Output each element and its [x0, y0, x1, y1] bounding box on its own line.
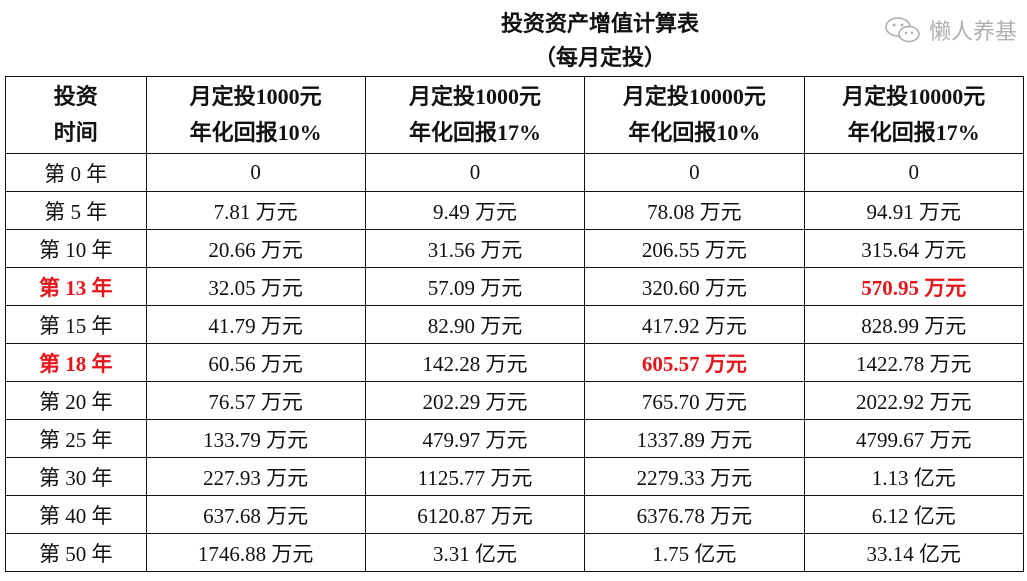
value-cell: 1337.89 万元 [584, 419, 805, 458]
header-col: 月定投1000元 年化回报17% [364, 76, 586, 154]
table-row: 第 30 年 227.93 万元 1125.77 万元 2279.33 万元 1.13 … [5, 457, 1025, 496]
table-row: 第 18 年 60.56 万元 142.28 万元 605.57 万元 1422.78 … [5, 343, 1025, 382]
header-line: 月定投1000元 [189, 84, 322, 109]
value-cell: 6120.87 万元 [364, 495, 586, 534]
table-row: 第 50 年 1746.88 万元 3.31 亿元 1.75 亿元 33.14 亿元 [5, 533, 1025, 572]
year-cell: 第 40 年 [5, 495, 147, 534]
value-cell: 570.95 万元 [803, 267, 1025, 306]
year-cell: 第 20 年 [5, 381, 147, 420]
value-cell: 227.93 万元 [145, 457, 366, 496]
value-cell: 20.66 万元 [145, 229, 366, 268]
year-cell: 第 0 年 [5, 153, 147, 192]
value-cell: 1746.88 万元 [145, 533, 366, 572]
value-cell: 94.91 万元 [803, 191, 1025, 230]
value-cell: 142.28 万元 [364, 343, 586, 382]
value-cell: 2279.33 万元 [584, 457, 805, 496]
header-time: 投资 时间 [5, 76, 147, 154]
year-cell: 第 10 年 [5, 229, 147, 268]
value-cell: 31.56 万元 [364, 229, 586, 268]
watermark-text: 懒人养基 [928, 20, 1017, 45]
value-cell: 828.99 万元 [803, 305, 1025, 344]
value-cell: 417.92 万元 [584, 305, 805, 344]
value-cell: 9.49 万元 [364, 191, 586, 230]
table-row: 第 5 年 7.81 万元 9.49 万元 78.08 万元 94.91 万元 [5, 191, 1025, 230]
value-cell: 32.05 万元 [145, 267, 366, 306]
value-cell: 133.79 万元 [145, 419, 366, 458]
value-cell: 1125.77 万元 [364, 457, 586, 496]
table-row: 第 25 年 133.79 万元 479.97 万元 1337.89 万元 4799.6… [5, 419, 1025, 458]
table-row: 第 40 年 637.68 万元 6120.87 万元 6376.78 万元 6.12 … [5, 495, 1025, 534]
year-cell: 第 15 年 [5, 305, 147, 344]
year-cell: 第 13 年 [5, 267, 147, 306]
value-cell: 6376.78 万元 [584, 495, 805, 534]
investment-table: 投资 时间 月定投1000元 年化回报10% 月定投1000元 年化回报17% 月定投… [5, 76, 1025, 572]
value-cell: 41.79 万元 [145, 305, 366, 344]
table-row: 第 20 年 76.57 万元 202.29 万元 765.70 万元 2022.92 … [5, 381, 1025, 420]
value-cell: 637.68 万元 [145, 495, 366, 534]
value-cell: 57.09 万元 [364, 267, 586, 306]
value-cell: 1.13 亿元 [803, 457, 1025, 496]
wechat-icon [885, 17, 920, 43]
header-col: 月定投10000元 年化回报17% [803, 76, 1025, 154]
value-cell: 202.29 万元 [364, 381, 586, 420]
header-line: 年化回报17% [847, 120, 980, 145]
header-col: 月定投10000元 年化回报10% [584, 76, 805, 154]
value-cell: 3.31 亿元 [364, 533, 586, 572]
value-cell: 33.14 亿元 [803, 533, 1025, 572]
value-cell: 0 [364, 153, 586, 192]
value-cell: 4799.67 万元 [803, 419, 1025, 458]
value-cell: 2022.92 万元 [803, 381, 1025, 420]
year-cell: 第 25 年 [5, 419, 147, 458]
value-cell: 479.97 万元 [364, 419, 586, 458]
value-cell: 6.12 亿元 [803, 495, 1025, 534]
year-cell: 第 30 年 [5, 457, 147, 496]
header-line: 月定投10000元 [842, 84, 986, 109]
header-line: 月定投1000元 [409, 84, 542, 109]
value-cell: 78.08 万元 [584, 191, 805, 230]
value-cell: 0 [145, 153, 366, 192]
table-row: 第 13 年 32.05 万元 57.09 万元 320.60 万元 570.95 万元 [5, 267, 1025, 306]
value-cell: 206.55 万元 [584, 229, 805, 268]
value-cell: 0 [584, 153, 805, 192]
header-line: 投资 [53, 84, 98, 109]
table-row: 第 15 年 41.79 万元 82.90 万元 417.92 万元 828.99 万元 [5, 305, 1025, 344]
value-cell: 320.60 万元 [584, 267, 805, 306]
value-cell: 1.75 亿元 [584, 533, 805, 572]
value-cell: 765.70 万元 [584, 381, 805, 420]
value-cell: 60.56 万元 [145, 343, 366, 382]
value-cell: 315.64 万元 [803, 229, 1025, 268]
header-col: 月定投1000元 年化回报10% [145, 76, 366, 154]
page-subtitle: （每月定投） [533, 45, 666, 71]
header-line: 年化回报10% [189, 120, 322, 145]
header-row: 投资 时间 月定投1000元 年化回报10% 月定投1000元 年化回报17% 月定投… [5, 76, 1025, 154]
value-cell: 0 [803, 153, 1025, 192]
value-cell: 1422.78 万元 [803, 343, 1025, 382]
year-cell: 第 50 年 [5, 533, 147, 572]
watermark: 懒人养基 [883, 14, 1017, 46]
header-line: 月定投10000元 [622, 84, 766, 109]
year-cell: 第 5 年 [5, 191, 147, 230]
header-line: 时间 [53, 120, 98, 145]
table-row: 第 10 年 20.66 万元 31.56 万元 206.55 万元 315.64 万元 [5, 229, 1025, 268]
value-cell: 76.57 万元 [145, 381, 366, 420]
page-title: 投资资产增值计算表 [500, 11, 699, 37]
header-line: 年化回报10% [628, 120, 761, 145]
value-cell: 82.90 万元 [364, 305, 586, 344]
value-cell: 605.57 万元 [584, 343, 805, 382]
header-line: 年化回报17% [409, 120, 542, 145]
value-cell: 7.81 万元 [145, 191, 366, 230]
year-cell: 第 18 年 [5, 343, 147, 382]
